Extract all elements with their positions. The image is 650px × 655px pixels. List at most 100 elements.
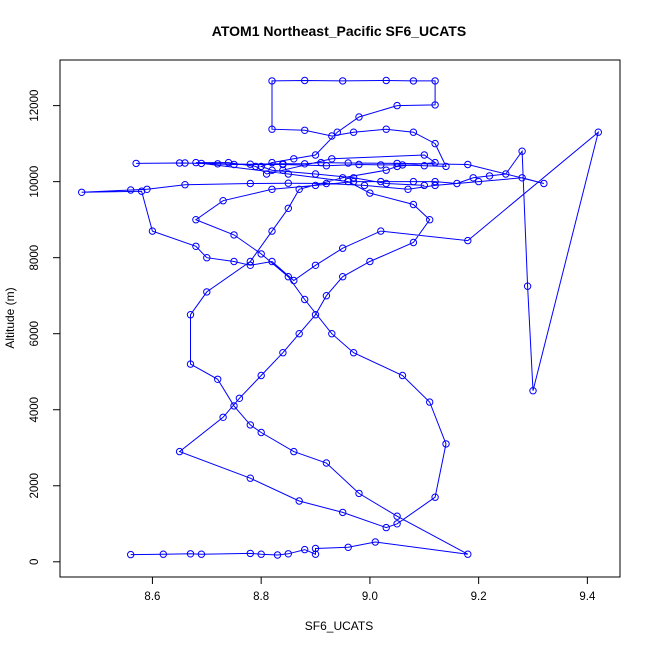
data-point [279, 349, 287, 357]
data-point [464, 550, 472, 558]
data-point [409, 77, 418, 85]
data-point [431, 77, 439, 85]
data-point [295, 185, 303, 194]
data-point [339, 77, 347, 85]
data-point [203, 288, 211, 296]
plot-frame [59, 59, 621, 578]
data-point [268, 166, 276, 174]
data-point [284, 170, 292, 178]
x-axis-label: SF6_UCATS [305, 619, 373, 633]
data-point [192, 216, 200, 224]
data-point [197, 159, 206, 168]
data-point [540, 179, 548, 188]
data-point [301, 545, 309, 554]
data-point [322, 162, 331, 170]
data-point [246, 474, 255, 482]
data-point [268, 257, 276, 266]
data-point [377, 161, 385, 169]
x-tick-label: 9.4 [579, 591, 596, 603]
data-point [268, 185, 276, 194]
data-point [311, 151, 320, 159]
data-point [398, 161, 407, 169]
series-layer [78, 76, 602, 559]
data-point [382, 76, 390, 85]
data-point [529, 387, 537, 395]
data-point [311, 311, 320, 319]
data-point [268, 158, 276, 167]
data-point [409, 177, 418, 186]
data-point [523, 282, 532, 290]
data-point [186, 360, 195, 368]
data-point [431, 493, 439, 501]
data-point [214, 375, 222, 383]
data-point [382, 179, 390, 188]
data-point [349, 128, 358, 136]
data-point [132, 159, 140, 168]
x-axis: 8.6 8.8 9.0 9.2 9.4 [144, 576, 596, 603]
data-point [328, 132, 336, 140]
data-point [257, 371, 265, 380]
y-tick-label: 0 [29, 559, 41, 565]
data-point [268, 227, 276, 235]
data-point [214, 160, 222, 168]
data-point [295, 330, 303, 338]
data-point [349, 177, 358, 186]
data-point [382, 523, 390, 532]
data-point [175, 159, 184, 167]
data-point [409, 200, 418, 209]
data-point [339, 244, 347, 252]
data-point [426, 216, 434, 224]
data-point [474, 177, 483, 186]
data-point [268, 77, 276, 85]
data-point [257, 162, 265, 171]
data-point [301, 160, 309, 168]
data-point [311, 181, 320, 190]
data-point [502, 170, 510, 178]
x-tick-label: 9.0 [362, 591, 378, 603]
data-point [518, 174, 526, 182]
data-point [143, 185, 151, 194]
data-point [235, 394, 244, 402]
y-axis-label: Altitude (m) [3, 287, 17, 348]
data-point [393, 159, 401, 168]
data-point [197, 550, 206, 558]
data-point [366, 189, 374, 197]
y-tick-label: 6000 [29, 321, 41, 347]
data-point [203, 254, 211, 262]
data-point [181, 181, 189, 189]
data-point [230, 231, 238, 239]
data-point [301, 126, 309, 135]
data-point [192, 158, 200, 167]
y-tick-label: 8000 [29, 245, 41, 271]
data-point [426, 398, 434, 406]
data-point [398, 371, 407, 380]
x-tick-label: 9.2 [471, 591, 487, 603]
data-point [219, 197, 227, 205]
data-point [453, 179, 461, 188]
data-point [431, 158, 439, 167]
x-tick-label: 8.6 [144, 591, 160, 603]
data-point [485, 172, 494, 180]
data-point [355, 160, 363, 169]
data-point [284, 179, 292, 187]
data-point [301, 295, 309, 304]
data-point [518, 147, 526, 155]
data-point [409, 238, 418, 247]
data-point [344, 543, 352, 551]
data-point [317, 158, 325, 167]
data-point [409, 128, 418, 136]
data-point [393, 512, 401, 520]
data-point [333, 128, 341, 136]
data-point [246, 261, 255, 269]
data-point [257, 428, 265, 437]
data-point [148, 227, 157, 235]
data-point [290, 155, 298, 163]
data-point [159, 550, 168, 558]
data-point [175, 447, 184, 456]
data-point [339, 174, 347, 182]
data-point [464, 236, 472, 245]
data-point [246, 179, 255, 188]
data-point [371, 538, 379, 546]
data-point [192, 242, 200, 251]
